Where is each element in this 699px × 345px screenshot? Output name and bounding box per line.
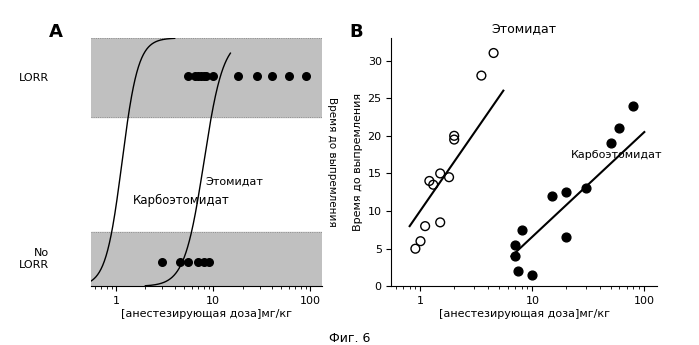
Point <box>208 74 219 79</box>
Point <box>628 103 639 108</box>
Point <box>182 259 194 264</box>
Point <box>513 268 524 274</box>
Title: Этомидат: Этомидат <box>491 22 557 36</box>
Point <box>510 254 521 259</box>
Point <box>449 137 460 142</box>
Point <box>193 74 204 79</box>
Point <box>199 74 210 79</box>
Text: Фиг. 6: Фиг. 6 <box>329 332 370 345</box>
Point <box>488 50 499 56</box>
Point <box>283 74 294 79</box>
Point <box>415 238 426 244</box>
Point <box>251 74 262 79</box>
Point <box>266 74 278 79</box>
Point <box>233 74 244 79</box>
Point <box>547 193 558 199</box>
Point <box>435 220 446 225</box>
Point <box>561 235 572 240</box>
Point <box>605 140 617 146</box>
Point <box>476 73 487 78</box>
Text: Время до выпремления: Время до выпремления <box>327 97 337 227</box>
Point <box>410 246 421 252</box>
Point <box>449 133 460 139</box>
Point <box>419 223 431 229</box>
Text: Карбоэтомидат: Карбоэтомидат <box>570 150 662 160</box>
Text: A: A <box>50 23 63 41</box>
Bar <box>91 232 322 286</box>
Text: В: В <box>349 23 363 41</box>
Point <box>516 227 527 233</box>
Point <box>193 259 204 264</box>
Point <box>196 74 207 79</box>
Point <box>199 259 210 264</box>
X-axis label: [анестезирующая доза]мг/кг: [анестезирующая доза]мг/кг <box>121 309 291 319</box>
Text: Карбоэтомидат: Карбоэтомидат <box>134 194 230 207</box>
Point <box>189 74 201 79</box>
Point <box>301 74 312 79</box>
Y-axis label: Время до выпремления: Время до выпремления <box>354 93 363 231</box>
Point <box>201 74 212 79</box>
Point <box>424 178 435 184</box>
Point <box>157 259 168 264</box>
Point <box>435 171 446 176</box>
Point <box>614 126 625 131</box>
Bar <box>91 38 322 117</box>
Point <box>203 259 215 264</box>
Point <box>182 74 194 79</box>
Point <box>443 175 454 180</box>
Point <box>527 272 538 278</box>
X-axis label: [анестезирующая доза]мг/кг: [анестезирующая доза]мг/кг <box>439 309 610 319</box>
Point <box>174 259 185 264</box>
Point <box>580 186 591 191</box>
Point <box>561 189 572 195</box>
Point <box>510 242 521 248</box>
Text: Этомидат: Этомидат <box>205 177 263 187</box>
Point <box>428 182 439 187</box>
Text: LORR: LORR <box>20 73 50 83</box>
Text: No
LORR: No LORR <box>20 248 50 270</box>
